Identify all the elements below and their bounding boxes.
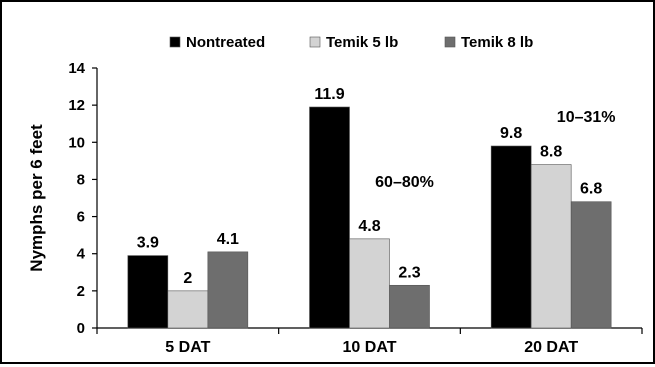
annotation: 10–31% — [557, 109, 616, 126]
bar — [207, 251, 249, 329]
legend-label: Temik 8 lb — [461, 34, 533, 51]
bars — [127, 106, 612, 329]
data-label: 4.1 — [217, 231, 239, 248]
data-label: 11.9 — [314, 86, 344, 103]
y-tick-label: 12 — [68, 97, 85, 114]
bar — [490, 145, 532, 329]
bar — [570, 201, 612, 329]
x-tick-label: 10 DAT — [343, 339, 397, 356]
bar — [530, 164, 572, 329]
data-label: 6.8 — [580, 181, 602, 198]
legend: Nontreated Temik 5 lb Temik 8 lb — [169, 34, 533, 51]
x-axis: 5 DAT 10 DAT 20 DAT — [96, 327, 643, 356]
bar — [349, 238, 390, 329]
annotation: 60–80% — [375, 174, 434, 191]
data-label: 4.8 — [358, 218, 380, 235]
bar — [309, 106, 350, 329]
y-tick-label: 2 — [77, 283, 85, 300]
bar-chart: Nontreated Temik 5 lb Temik 8 lb Nymphs pe… — [27, 34, 643, 356]
data-label: 2.3 — [398, 264, 420, 281]
data-label: 9.8 — [500, 125, 522, 142]
bar — [167, 290, 209, 329]
bar — [389, 284, 430, 329]
legend-swatch — [169, 36, 181, 48]
y-tick-label: 6 — [77, 209, 85, 226]
legend-label: Temik 5 lb — [326, 34, 398, 51]
y-tick-label: 14 — [68, 60, 85, 77]
bar — [127, 255, 169, 329]
x-tick-label: 20 DAT — [524, 339, 578, 356]
y-tick-label: 8 — [77, 171, 85, 188]
data-label: 2 — [183, 270, 192, 287]
data-label: 8.8 — [540, 144, 562, 161]
data-labels: 3.9 2 4.1 11.9 4.8 2.3 9.8 8.8 6.8 — [137, 86, 603, 287]
y-tick-label: 0 — [77, 320, 85, 337]
annotations: 60–80% 10–31% — [375, 109, 615, 191]
x-tick-label: 5 DAT — [165, 339, 210, 356]
legend-swatch — [444, 36, 456, 48]
data-label: 3.9 — [137, 235, 159, 252]
legend-swatch — [309, 36, 321, 48]
y-tick-label: 10 — [68, 134, 85, 151]
y-axis-label: Nymphs per 6 feet — [27, 124, 46, 272]
legend-label: Nontreated — [186, 34, 265, 51]
y-tick-label: 4 — [77, 246, 86, 263]
y-axis: 0 2 4 6 8 10 12 14 — [68, 60, 98, 337]
